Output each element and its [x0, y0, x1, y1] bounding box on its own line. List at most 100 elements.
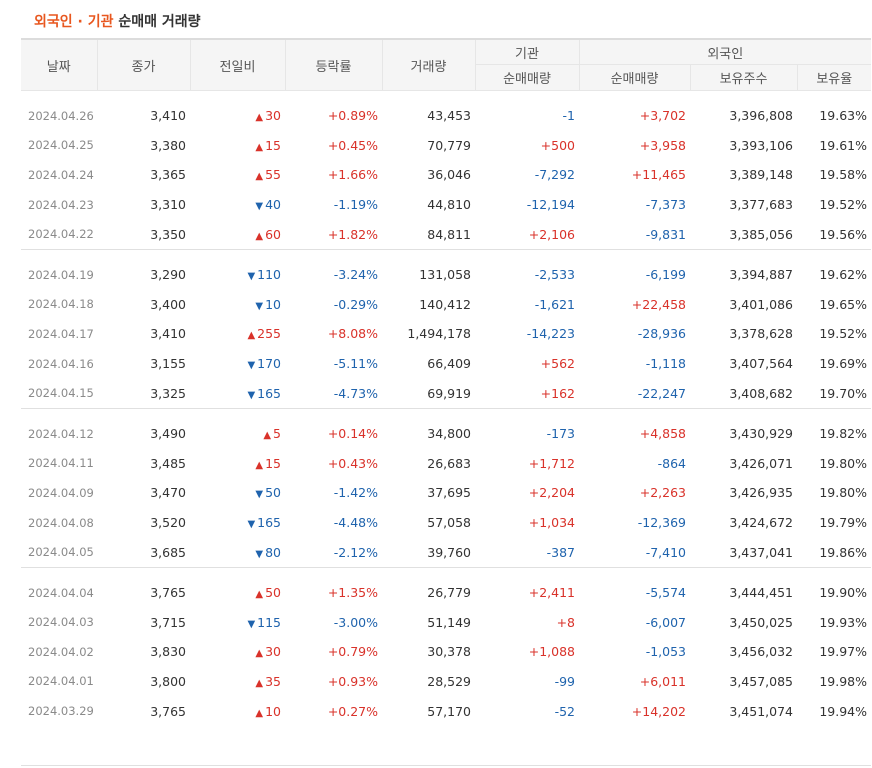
- arrow-down-icon: ▼: [247, 389, 256, 401]
- foreign-net-cell: -7,410: [645, 544, 686, 560]
- foreign-holdings-cell: 3,457,085: [729, 673, 793, 689]
- table-top-spacer: [21, 91, 871, 102]
- change-value: 80: [265, 544, 281, 560]
- date-cell: 2024.04.24: [28, 167, 94, 182]
- change-value: 35: [265, 673, 281, 689]
- volume-cell: 26,779: [427, 585, 471, 601]
- institution-net-cell: -2,533: [534, 267, 575, 283]
- foreign-net-cell: +4,858: [639, 426, 686, 442]
- date-cell: 2024.04.23: [28, 197, 94, 212]
- change-cell: ▼ 50: [190, 478, 285, 508]
- volume-cell: 84,811: [427, 226, 471, 242]
- arrow-down-icon: ▼: [247, 618, 256, 630]
- institution-net-cell: -12,194: [526, 197, 575, 213]
- group-divider: [21, 566, 872, 578]
- institution-net-cell: -14,223: [526, 326, 575, 342]
- arrow-up-icon: ▲: [255, 141, 264, 153]
- change-value: 170: [257, 356, 281, 372]
- date-cell: 2024.04.22: [28, 227, 94, 242]
- change-cell: ▲ 5: [190, 419, 285, 449]
- foreign-ratio-cell: 19.79%: [819, 515, 868, 531]
- foreign-net-cell: -6,199: [645, 267, 686, 283]
- table-row: 2024.03.29 3,765 ▲ 10 +0.27% 57,170 -52 +14,202…: [21, 696, 871, 726]
- volume-cell: 140,412: [419, 296, 471, 312]
- change-cell: ▼ 40: [190, 190, 285, 220]
- foreign-holdings-cell: 3,408,682: [729, 385, 793, 401]
- foreign-holdings-cell: 3,394,887: [729, 267, 793, 283]
- change-value: 15: [265, 137, 281, 153]
- institution-net-cell: -99: [554, 673, 575, 689]
- date-cell: 2024.04.26: [28, 108, 94, 123]
- foreign-holdings-cell: 3,456,032: [729, 644, 793, 660]
- rate-cell: +0.79%: [327, 644, 378, 660]
- volume-cell: 131,058: [419, 267, 471, 283]
- arrow-down-icon: ▼: [255, 489, 264, 501]
- header-volume: 거래량: [382, 38, 476, 91]
- header-foreign-group: 외국인: [579, 38, 872, 65]
- close-cell: 3,400: [150, 296, 186, 312]
- institution-net-cell: -1: [562, 108, 575, 124]
- rate-cell: -4.73%: [333, 385, 378, 401]
- rate-cell: -0.29%: [333, 296, 378, 312]
- foreign-holdings-cell: 3,393,106: [729, 137, 793, 153]
- institution-net-cell: +1,088: [528, 644, 575, 660]
- volume-cell: 34,800: [427, 426, 471, 442]
- change-value: 255: [257, 326, 281, 342]
- institution-net-cell: -1,621: [534, 296, 575, 312]
- foreign-ratio-cell: 19.94%: [819, 703, 868, 719]
- change-cell: ▲ 255: [190, 319, 285, 349]
- foreign-ratio-cell: 19.62%: [819, 267, 868, 283]
- foreign-ratio-cell: 19.90%: [819, 585, 868, 601]
- institution-net-cell: +1,712: [528, 455, 575, 471]
- date-cell: 2024.04.03: [28, 615, 94, 630]
- close-cell: 3,290: [150, 267, 186, 283]
- arrow-down-icon: ▼: [255, 300, 264, 312]
- close-cell: 3,765: [150, 585, 186, 601]
- institution-net-cell: +2,106: [528, 226, 575, 242]
- foreign-holdings-cell: 3,407,564: [729, 356, 793, 372]
- volume-cell: 36,046: [427, 167, 471, 183]
- foreign-holdings-cell: 3,437,041: [729, 544, 793, 560]
- table-row: 2024.04.16 3,155 ▼ 170 -5.11% 66,409 +562 -1,11…: [21, 349, 871, 379]
- table-top-spacer-cell: [21, 91, 871, 102]
- volume-cell: 26,683: [427, 455, 471, 471]
- close-cell: 3,155: [150, 356, 186, 372]
- volume-cell: 37,695: [427, 485, 471, 501]
- table-row: 2024.04.17 3,410 ▲ 255 +8.08% 1,494,178 -14,22…: [21, 319, 871, 349]
- table-row: 2024.04.01 3,800 ▲ 35 +0.93% 28,529 -99 +6,011 3…: [21, 667, 871, 697]
- table-row: 2024.04.25 3,380 ▲ 15 +0.45% 70,779 +500 +3,958…: [21, 131, 871, 161]
- change-value: 60: [265, 226, 281, 242]
- foreign-net-cell: -28,936: [637, 326, 686, 342]
- change-value: 30: [265, 644, 281, 660]
- foreign-net-cell: +14,202: [631, 703, 686, 719]
- date-cell: 2024.04.11: [28, 456, 94, 471]
- foreign-ratio-cell: 19.52%: [819, 326, 868, 342]
- table-body: 2024.04.26 3,410 ▲ 30 +0.89% 43,453 -1 +3,702 3,…: [21, 91, 872, 726]
- volume-cell: 44,810: [427, 197, 471, 213]
- arrow-up-icon: ▲: [263, 430, 272, 442]
- close-cell: 3,410: [150, 108, 186, 124]
- arrow-down-icon: ▼: [247, 360, 256, 372]
- change-value: 10: [265, 296, 281, 312]
- arrow-up-icon: ▲: [255, 589, 264, 601]
- table-row: 2024.04.11 3,485 ▲ 15 +0.43% 26,683 +1,712 -864…: [21, 449, 871, 479]
- header-change: 전일비: [190, 38, 286, 91]
- rate-cell: +0.14%: [327, 426, 378, 442]
- close-cell: 3,490: [150, 426, 186, 442]
- foreign-ratio-cell: 19.80%: [819, 455, 868, 471]
- change-value: 5: [273, 426, 281, 442]
- foreign-holdings-cell: 3,426,935: [729, 485, 793, 501]
- table-row: 2024.04.19 3,290 ▼ 110 -3.24% 131,058 -2,533 -6…: [21, 260, 871, 290]
- foreign-ratio-cell: 19.61%: [819, 137, 868, 153]
- table-row: 2024.04.23 3,310 ▼ 40 -1.19% 44,810 -12,194 -7,…: [21, 190, 871, 220]
- date-cell: 2024.04.16: [28, 356, 94, 371]
- arrow-up-icon: ▲: [255, 459, 264, 471]
- volume-cell: 28,529: [427, 673, 471, 689]
- table-row: 2024.04.02 3,830 ▲ 30 +0.79% 30,378 +1,088 -1,0…: [21, 637, 871, 667]
- close-cell: 3,830: [150, 644, 186, 660]
- change-value: 50: [265, 585, 281, 601]
- institution-net-cell: +162: [540, 385, 575, 401]
- foreign-holdings-cell: 3,451,074: [729, 703, 793, 719]
- header-rate: 등락률: [285, 38, 383, 91]
- institution-net-cell: +2,411: [528, 585, 575, 601]
